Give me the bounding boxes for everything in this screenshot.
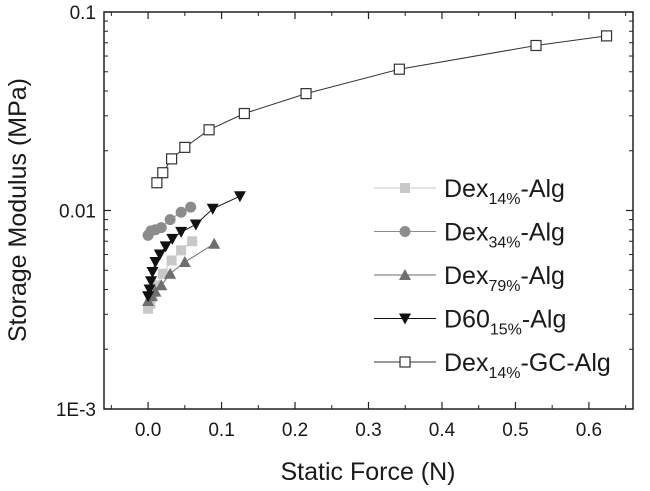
y-axis-label: Storage Modulus (MPa)	[4, 78, 32, 342]
data-point	[164, 267, 177, 279]
data-point	[166, 255, 177, 266]
data-point	[151, 280, 162, 291]
legend-item: Dex79%-Alg	[374, 262, 565, 295]
data-point	[300, 88, 312, 100]
y-tick-label: 1E-3	[56, 400, 96, 421]
legend-label: Dex14%-GC-Alg	[444, 349, 611, 382]
series-line	[156, 35, 607, 183]
data-point	[187, 236, 198, 247]
data-point	[393, 63, 405, 75]
data-point	[157, 167, 169, 179]
data-point	[151, 177, 163, 189]
legend-marker	[399, 226, 411, 237]
data-point	[164, 214, 176, 226]
data-point	[159, 241, 172, 253]
data-point	[530, 39, 542, 52]
legend-item: Dex14%-GC-Alg	[374, 349, 611, 382]
data-point	[176, 245, 187, 256]
legend-marker	[399, 269, 411, 280]
data-point	[146, 266, 159, 278]
x-tick-label: 0.2	[282, 420, 308, 441]
x-tick-label: 0.3	[355, 420, 381, 441]
data-point	[189, 219, 202, 231]
legend-label: Dex14%-Alg	[444, 175, 565, 208]
data-point	[178, 256, 191, 268]
data-point	[155, 279, 168, 291]
data-point	[600, 30, 613, 42]
data-point	[143, 284, 156, 296]
series-3	[142, 191, 246, 303]
data-point	[206, 203, 219, 215]
data-point	[203, 124, 215, 136]
data-point	[143, 303, 154, 314]
data-point	[238, 107, 250, 120]
x-tick-label: 0.6	[576, 420, 602, 441]
legend-marker	[400, 183, 410, 193]
data-point	[155, 222, 167, 234]
x-tick-label: 0.5	[502, 420, 528, 441]
data-point	[233, 191, 246, 203]
data-point	[165, 153, 178, 165]
data-point	[142, 291, 155, 303]
y-tick-label: 0.1	[70, 3, 96, 24]
data-point	[175, 206, 187, 218]
data-point	[208, 237, 221, 249]
data-point	[179, 141, 191, 153]
legend-label: D6015%-Alg	[444, 306, 566, 339]
data-point	[145, 276, 158, 288]
series-4	[151, 30, 613, 189]
tick-layer: 0.0 0.1 0.2 0.3 0.4 0.5 0.6 1E-3 0.01 0.1	[56, 3, 633, 441]
x-tick-label: 0.1	[208, 420, 234, 441]
data-point	[157, 268, 168, 279]
legend-marker	[399, 356, 411, 368]
data-point	[149, 257, 162, 269]
y-tick-label: 0.01	[59, 202, 96, 223]
x-tick-label: 0.4	[429, 420, 456, 441]
legend: Dex14%-Alg Dex34%-Alg Dex79%-Alg D6015%-Alg…	[374, 175, 611, 382]
data-point	[153, 249, 166, 261]
legend-item: Dex14%-Alg	[374, 175, 565, 208]
series-1	[142, 201, 197, 241]
legend-label: Dex34%-Alg	[444, 219, 565, 252]
data-point	[166, 233, 179, 245]
legend-marker	[399, 313, 411, 325]
data-point	[175, 226, 188, 238]
data-point	[185, 201, 197, 213]
x-axis-label: Static Force (N)	[280, 458, 455, 486]
data-layer	[142, 30, 613, 314]
legend-item: D6015%-Alg	[374, 306, 566, 339]
x-tick-label: 0.0	[135, 420, 161, 441]
legend-label: Dex79%-Alg	[444, 262, 565, 295]
legend-item: Dex34%-Alg	[374, 219, 565, 252]
